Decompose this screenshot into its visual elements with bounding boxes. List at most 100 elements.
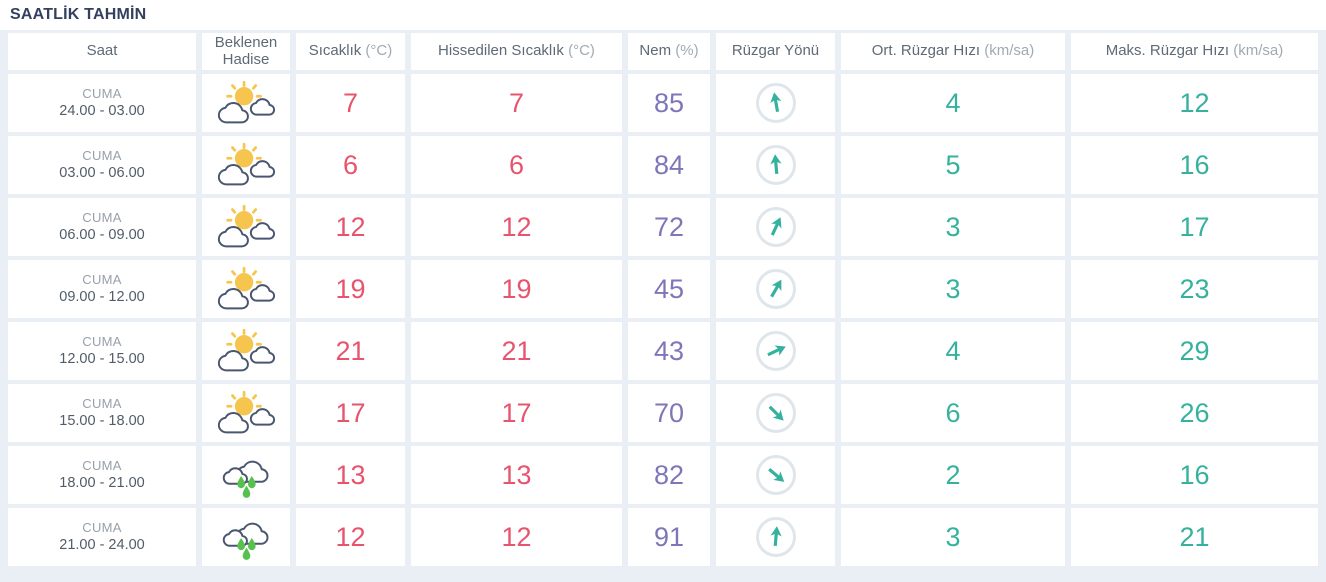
wind-arrow-icon: [759, 521, 792, 554]
time-range: 18.00 - 21.00: [59, 475, 145, 492]
wind-direction-cell: [716, 74, 835, 132]
temperature-value: 13: [296, 446, 405, 504]
day-label: CUMA: [82, 457, 122, 473]
time-range: 24.00 - 03.00: [59, 103, 145, 120]
feels-like-value: 17: [411, 384, 622, 442]
wind-direction-cell: [716, 384, 835, 442]
temperature-value: 12: [296, 508, 405, 566]
wind-direction-dial: [755, 83, 796, 123]
day-label: CUMA: [82, 147, 122, 163]
time-range: 09.00 - 12.00: [59, 289, 145, 306]
temperature-value: 19: [296, 260, 405, 318]
max-wind-speed-value: 12: [1071, 74, 1318, 132]
sun-behind-clouds-icon: [215, 266, 277, 312]
wind-arrow-icon: [756, 331, 796, 371]
wind-direction-dial: [754, 454, 796, 496]
time-slot-cell: CUMA 06.00 - 09.00: [8, 198, 196, 256]
time-slot-cell: CUMA 21.00 - 24.00: [8, 508, 196, 566]
column-header-avg-wind-speed: Ort. Rüzgar Hızı (km/sa): [841, 33, 1065, 70]
wind-arrow-icon: [755, 269, 796, 310]
rain-cloud-drops-icon: [215, 452, 277, 498]
day-label: CUMA: [82, 395, 122, 411]
expected-condition-cell: [202, 322, 290, 380]
wind-direction-cell: [716, 446, 835, 504]
sun-behind-clouds-icon: [215, 142, 277, 188]
humidity-value: 72: [628, 198, 710, 256]
temperature-value: 7: [296, 74, 405, 132]
time-range: 06.00 - 09.00: [59, 227, 145, 244]
feels-like-value: 19: [411, 260, 622, 318]
expected-condition-cell: [202, 446, 290, 504]
wind-arrow-icon: [756, 207, 796, 247]
column-header-humidity: Nem (%): [628, 33, 710, 70]
expected-condition-cell: [202, 74, 290, 132]
time-slot-cell: CUMA 12.00 - 15.00: [8, 322, 196, 380]
wind-direction-dial: [755, 393, 796, 433]
time-range: 21.00 - 24.00: [59, 537, 145, 554]
humidity-value: 82: [628, 446, 710, 504]
time-slot-cell: CUMA 09.00 - 12.00: [8, 260, 196, 318]
wind-arrow-icon: [754, 454, 796, 496]
wind-direction-cell: [716, 198, 835, 256]
page-title: SAATLİK TAHMİN: [10, 6, 147, 23]
feels-like-value: 12: [411, 198, 622, 256]
sun-behind-clouds-icon: [215, 80, 277, 126]
wind-direction-dial: [755, 207, 796, 247]
wind-direction-dial: [755, 331, 796, 371]
expected-condition-cell: [202, 198, 290, 256]
humidity-value: 91: [628, 508, 710, 566]
max-wind-speed-value: 17: [1071, 198, 1318, 256]
feels-like-value: 6: [411, 136, 622, 194]
sun-behind-clouds-icon: [215, 204, 277, 250]
wind-direction-dial: [755, 269, 796, 310]
avg-wind-speed-value: 6: [841, 384, 1065, 442]
wind-direction-cell: [716, 322, 835, 380]
column-header-expected-condition: Beklenen Hadise: [202, 33, 290, 70]
day-label: CUMA: [82, 271, 122, 287]
feels-like-value: 21: [411, 322, 622, 380]
temperature-value: 17: [296, 384, 405, 442]
time-slot-cell: CUMA 18.00 - 21.00: [8, 446, 196, 504]
humidity-value: 70: [628, 384, 710, 442]
wind-direction-cell: [716, 136, 835, 194]
time-range: 15.00 - 18.00: [59, 413, 145, 430]
wind-direction-dial: [755, 517, 796, 557]
expected-condition-cell: [202, 136, 290, 194]
feels-like-value: 13: [411, 446, 622, 504]
avg-wind-speed-value: 2: [841, 446, 1065, 504]
avg-wind-speed-value: 4: [841, 322, 1065, 380]
hourly-forecast-table: Saat Beklenen Hadise Sıcaklık (°C) Hisse…: [0, 30, 1326, 582]
max-wind-speed-value: 16: [1071, 446, 1318, 504]
wind-direction-cell: [716, 260, 835, 318]
avg-wind-speed-value: 3: [841, 260, 1065, 318]
sun-behind-clouds-icon: [215, 390, 277, 436]
avg-wind-speed-value: 3: [841, 508, 1065, 566]
time-slot-cell: CUMA 15.00 - 18.00: [8, 384, 196, 442]
expected-condition-cell: [202, 260, 290, 318]
humidity-value: 45: [628, 260, 710, 318]
time-range: 12.00 - 15.00: [59, 351, 145, 368]
max-wind-speed-value: 23: [1071, 260, 1318, 318]
day-label: CUMA: [82, 85, 122, 101]
day-label: CUMA: [82, 209, 122, 225]
wind-arrow-icon: [759, 149, 792, 182]
wind-direction-dial: [755, 145, 796, 185]
feels-like-value: 7: [411, 74, 622, 132]
max-wind-speed-value: 26: [1071, 384, 1318, 442]
feels-like-value: 12: [411, 508, 622, 566]
temperature-value: 21: [296, 322, 405, 380]
avg-wind-speed-value: 4: [841, 74, 1065, 132]
time-slot-cell: CUMA 24.00 - 03.00: [8, 74, 196, 132]
wind-arrow-icon: [758, 86, 793, 121]
wind-direction-cell: [716, 508, 835, 566]
avg-wind-speed-value: 5: [841, 136, 1065, 194]
column-header-temperature: Sıcaklık (°C): [296, 33, 405, 70]
rain-cloud-drops-icon: [215, 514, 277, 560]
column-header-max-wind-speed: Maks. Rüzgar Hızı (km/sa): [1071, 33, 1318, 70]
column-header-wind-direction: Rüzgar Yönü: [716, 33, 835, 70]
time-slot-cell: CUMA 03.00 - 06.00: [8, 136, 196, 194]
column-header-feels-like: Hissedilen Sıcaklık (°C): [411, 33, 622, 70]
temperature-value: 12: [296, 198, 405, 256]
sun-behind-clouds-icon: [215, 328, 277, 374]
section-header: SAATLİK TAHMİN: [0, 0, 1326, 30]
